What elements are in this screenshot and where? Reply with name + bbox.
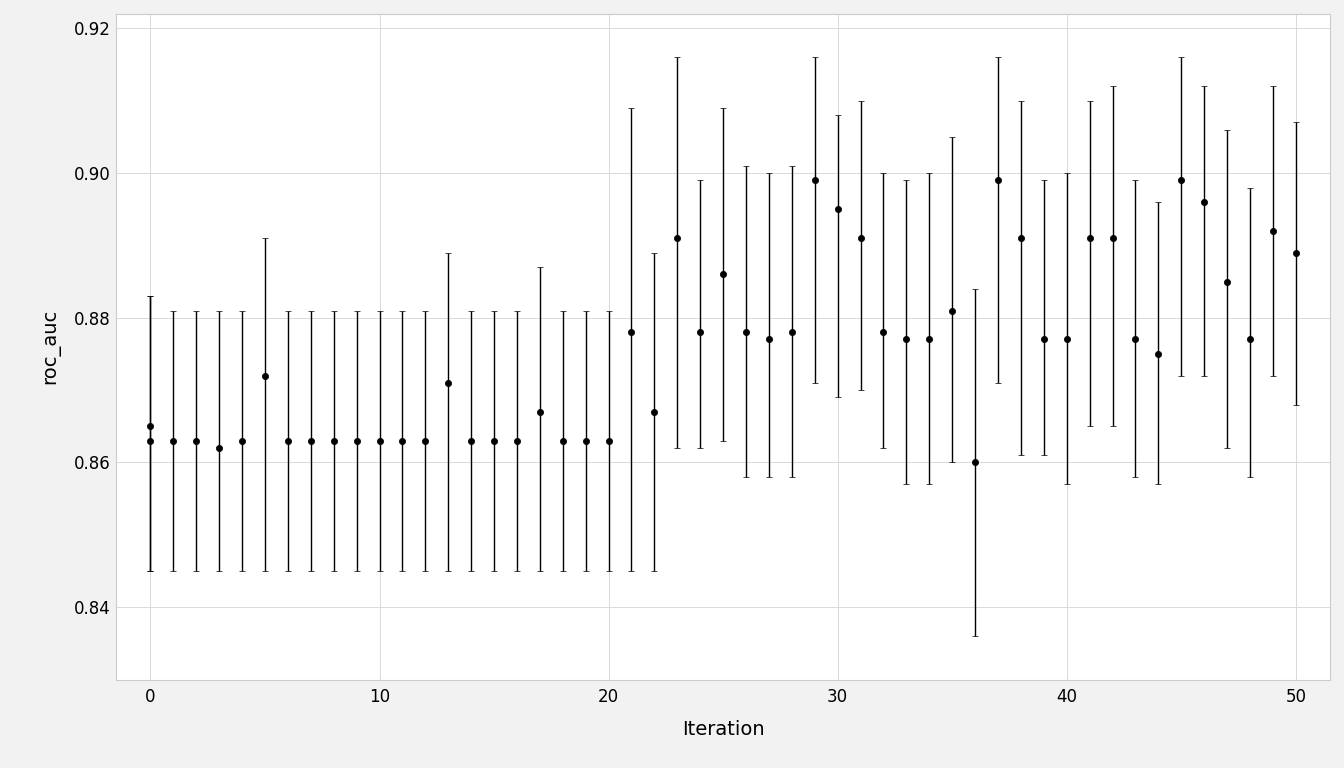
Y-axis label: roc_auc: roc_auc [40,309,59,384]
X-axis label: Iteration: Iteration [681,720,765,739]
